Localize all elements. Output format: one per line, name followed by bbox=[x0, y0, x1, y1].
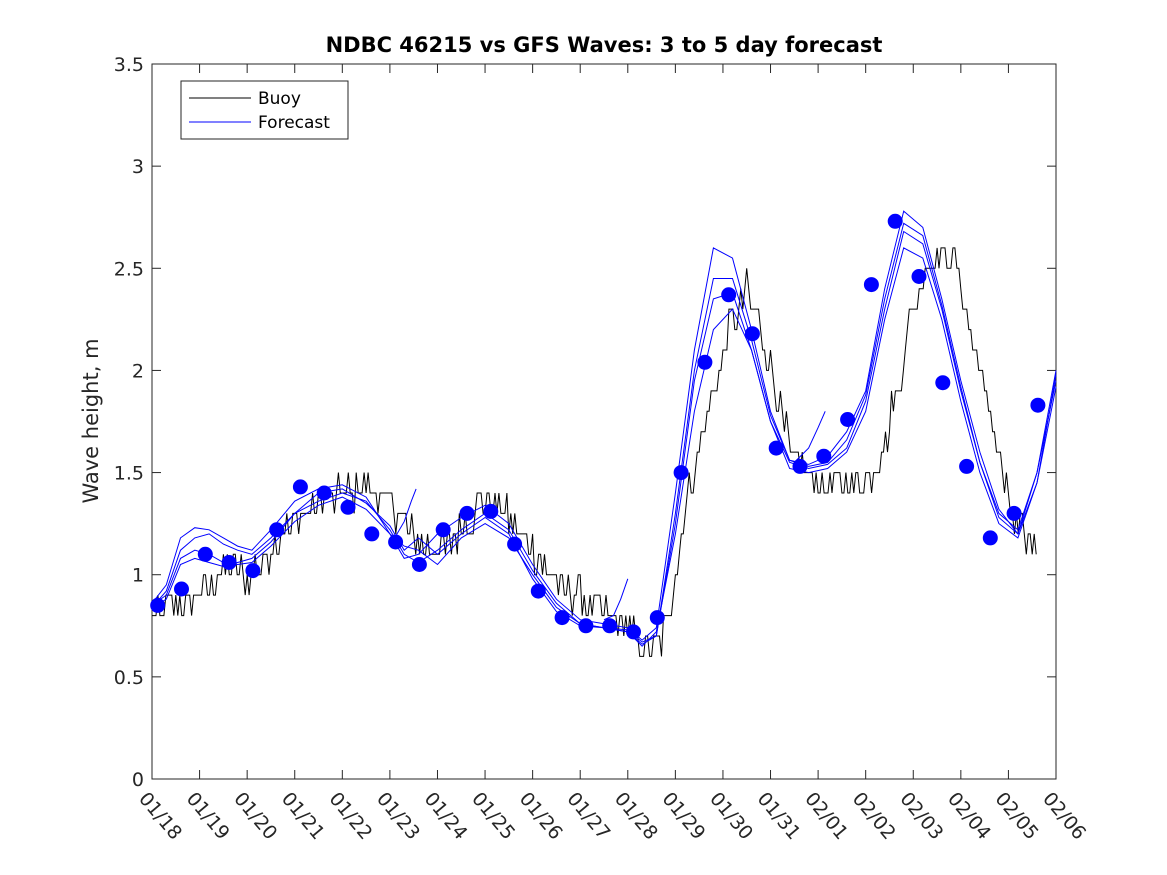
forecast-marker bbox=[863, 277, 879, 293]
forecast-marker bbox=[626, 624, 641, 640]
forecast-marker bbox=[340, 499, 356, 515]
forecast-marker bbox=[269, 522, 285, 538]
plot-area bbox=[151, 63, 1057, 780]
forecast-marker bbox=[673, 465, 689, 481]
forecast-marker bbox=[744, 326, 760, 342]
y-tick-label: 2 bbox=[132, 360, 144, 382]
forecast-marker bbox=[935, 375, 951, 391]
forecast-marker bbox=[459, 505, 475, 521]
chart-title: NDBC 46215 vs GFS Waves: 3 to 5 day fore… bbox=[326, 33, 883, 57]
y-tick-label: 0.5 bbox=[114, 667, 144, 689]
y-axis-label: Wave height, m bbox=[79, 338, 103, 503]
forecast-marker bbox=[364, 526, 380, 542]
forecast-marker bbox=[411, 557, 427, 572]
y-tick-label: 0 bbox=[132, 769, 144, 791]
forecast-marker bbox=[554, 610, 570, 626]
forecast-line-segment bbox=[793, 411, 826, 463]
forecast-marker bbox=[959, 458, 975, 474]
forecast-marker bbox=[1006, 505, 1022, 521]
legend: Buoy Forecast bbox=[180, 80, 349, 140]
forecast-marker bbox=[792, 458, 808, 474]
forecast-marker bbox=[721, 287, 737, 303]
forecast-marker bbox=[578, 618, 594, 634]
legend-buoy-label: Buoy bbox=[258, 89, 301, 109]
forecast-markers bbox=[150, 213, 1046, 640]
forecast-marker bbox=[245, 563, 261, 579]
forecast-marker bbox=[530, 583, 546, 599]
forecast-marker bbox=[768, 440, 784, 456]
forecast-marker bbox=[911, 269, 927, 284]
forecast-marker bbox=[292, 479, 308, 495]
forecast-marker bbox=[388, 534, 404, 550]
legend-box bbox=[180, 80, 349, 140]
buoy-series bbox=[152, 247, 1037, 657]
buoy-line bbox=[152, 247, 1037, 657]
forecast-marker bbox=[197, 546, 213, 562]
forecast-marker bbox=[483, 503, 499, 519]
forecast-marker bbox=[316, 485, 332, 501]
y-tick-label: 2.5 bbox=[114, 258, 144, 280]
y-tick-label: 1 bbox=[132, 565, 144, 587]
forecast-marker bbox=[507, 536, 523, 552]
forecast-marker bbox=[602, 618, 618, 634]
forecast-marker bbox=[816, 448, 832, 464]
forecast-marker bbox=[174, 581, 189, 597]
forecast-marker bbox=[840, 412, 856, 427]
y-tick-label: 1.5 bbox=[114, 463, 144, 485]
forecast-marker bbox=[887, 213, 903, 229]
y-tick-label: 3.5 bbox=[114, 54, 144, 76]
forecast-line-segment bbox=[603, 578, 629, 621]
forecast-marker bbox=[435, 522, 451, 538]
forecast-marker bbox=[221, 555, 237, 570]
forecast-marker bbox=[1030, 397, 1046, 413]
forecast-line-segment bbox=[394, 488, 417, 539]
forecast-marker bbox=[697, 354, 713, 370]
legend-forecast-label: Forecast bbox=[258, 113, 330, 133]
forecast-marker bbox=[982, 530, 998, 546]
forecast-marker bbox=[649, 610, 665, 626]
y-tick-label: 3 bbox=[132, 156, 144, 178]
forecast-marker bbox=[150, 597, 166, 613]
